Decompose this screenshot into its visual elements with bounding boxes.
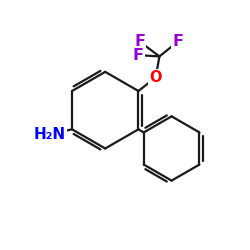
Text: O: O: [150, 70, 162, 85]
Text: F: F: [134, 34, 145, 49]
Text: H₂N: H₂N: [34, 127, 66, 142]
Text: F: F: [172, 34, 184, 49]
Text: F: F: [133, 48, 144, 63]
